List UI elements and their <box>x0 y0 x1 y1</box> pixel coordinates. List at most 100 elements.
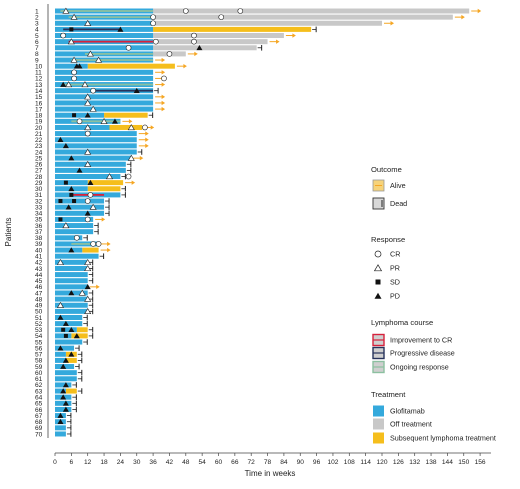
alive-arrow-head <box>107 247 111 253</box>
legend-label: CR <box>390 250 400 259</box>
pr-marker <box>84 99 92 106</box>
glofitamab-bar <box>55 216 94 222</box>
glofitamab-bar <box>55 357 66 363</box>
patient-label: 66 <box>35 407 43 414</box>
patient-label: 37 <box>35 229 43 236</box>
cr-marker <box>183 8 189 14</box>
x-axis-title: Time in weeks <box>245 469 296 478</box>
alive-arrow-head <box>461 14 465 20</box>
patient-label: 29 <box>35 180 43 187</box>
glofitamab-bar <box>55 376 77 382</box>
x-tick-label: 150 <box>458 459 469 466</box>
cr-marker <box>90 241 96 247</box>
alive-arrow-head <box>150 125 155 130</box>
pr-marker <box>89 203 97 210</box>
glofitamab-bar <box>55 75 154 81</box>
x-tick-label: 114 <box>360 459 371 466</box>
x-tick-label: 48 <box>182 459 190 466</box>
glofitamab-bar <box>55 143 137 149</box>
patient-label: 47 <box>35 290 43 297</box>
pr-marker <box>84 19 92 26</box>
patient-label: 54 <box>35 333 43 340</box>
cr-marker <box>76 118 83 125</box>
pr-marker <box>56 258 64 265</box>
pd-marker <box>65 204 72 210</box>
sd-marker <box>61 327 66 332</box>
cr-marker <box>166 51 173 57</box>
x-tick-label: 36 <box>149 459 157 466</box>
pd-marker <box>68 351 75 357</box>
sd-marker <box>63 180 68 185</box>
alive-arrow-head <box>292 33 296 38</box>
cr-marker <box>84 130 91 137</box>
glofitamab-bar <box>55 388 66 394</box>
sd-marker <box>69 27 74 32</box>
alive-arrow-head <box>145 143 149 149</box>
legend-pr-marker <box>373 264 383 272</box>
patient-label: 8 <box>35 51 39 58</box>
patient-label: 45 <box>35 278 43 285</box>
pr-marker <box>100 117 108 124</box>
alive-arrow-head <box>107 241 111 247</box>
glofitamab-bar <box>55 106 154 112</box>
legend-label: Dead <box>390 199 407 208</box>
pd-marker <box>117 26 124 32</box>
patient-label: 64 <box>35 394 43 401</box>
pd-marker <box>60 81 67 87</box>
off-treatment-bar <box>153 39 268 45</box>
pd-marker <box>196 44 203 51</box>
pd-marker <box>60 363 67 369</box>
legend-treatment-off-swatch <box>373 418 384 430</box>
glofitamab-bar <box>55 223 94 229</box>
sd-marker <box>63 333 68 338</box>
glofitamab-bar <box>55 63 88 69</box>
glofitamab-bar <box>55 400 72 406</box>
y-axis-title: Patients <box>4 218 13 247</box>
x-tick-label: 6 <box>70 459 74 466</box>
alive-arrow-head <box>145 137 149 142</box>
off-treatment-bar <box>153 8 470 14</box>
patient-label: 3 <box>35 21 39 28</box>
glofitamab-bar <box>55 406 72 412</box>
patient-label: 24 <box>35 149 43 156</box>
glofitamab-bar <box>55 425 66 431</box>
patient-label: 33 <box>35 204 43 211</box>
x-tick-label: 156 <box>475 459 486 466</box>
legend-label: SD <box>390 278 400 287</box>
glofitamab-bar <box>55 333 72 339</box>
legend-title: Response <box>371 235 405 244</box>
patient-label: 65 <box>35 401 43 408</box>
glofitamab-bar <box>55 45 154 51</box>
pr-marker <box>70 56 78 63</box>
x-tick-label: 84 <box>280 459 288 466</box>
course-ongoing-line <box>71 120 121 123</box>
patient-label: 42 <box>35 260 43 267</box>
pd-marker <box>76 167 83 173</box>
legend-label: Improvement to CR <box>390 336 452 345</box>
x-tick-label: 144 <box>442 459 453 466</box>
pd-marker <box>87 179 94 185</box>
alive-arrow-head <box>131 180 136 185</box>
pr-marker <box>86 50 94 57</box>
markers-layer <box>56 7 482 437</box>
patient-label: 46 <box>35 284 43 291</box>
pd-marker <box>57 314 64 320</box>
glofitamab-bar <box>55 302 88 308</box>
glofitamab-bar <box>55 296 88 302</box>
glofitamab-bar <box>55 198 105 204</box>
patient-label: 52 <box>35 321 43 328</box>
glofitamab-bar <box>55 339 83 345</box>
cr-marker <box>71 75 77 82</box>
pr-marker <box>84 295 92 302</box>
glofitamab-bar <box>55 69 154 75</box>
pr-marker <box>105 173 114 180</box>
alive-arrow-head <box>139 155 144 161</box>
cr-marker <box>237 8 244 14</box>
patient-label: 53 <box>35 327 43 334</box>
patient-label: 50 <box>35 309 43 316</box>
legend-label: PD <box>390 292 400 301</box>
alive-arrow-head <box>161 57 166 63</box>
x-tick-label: 120 <box>376 459 387 466</box>
x-tick-label: 90 <box>297 459 305 466</box>
cr-marker <box>191 32 197 39</box>
